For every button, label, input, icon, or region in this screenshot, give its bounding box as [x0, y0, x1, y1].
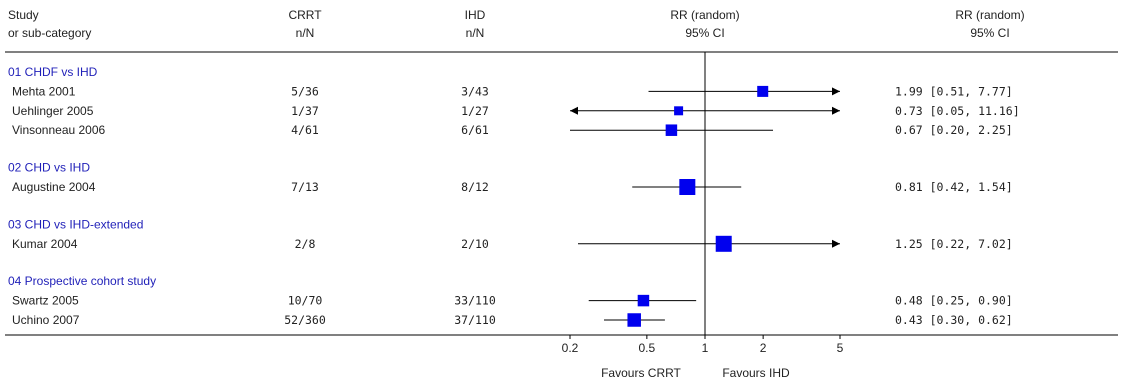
- rr-ci-text: 0.67 [0.20, 2.25]: [895, 123, 1013, 137]
- ci-arrow-right: [832, 106, 840, 115]
- ihd-events: 6/61: [461, 123, 489, 137]
- ci-arrow-right: [832, 239, 840, 248]
- crrt-events: 7/13: [291, 180, 319, 194]
- study-name: Kumar 2004: [12, 237, 78, 251]
- study-name: Mehta 2001: [12, 84, 76, 98]
- ci-arrow-right: [832, 87, 840, 96]
- crrt-events: 52/360: [284, 313, 326, 327]
- study-name: Vinsonneau 2006: [12, 123, 106, 137]
- crrt-events: 2/8: [295, 237, 316, 251]
- point-estimate: [674, 106, 684, 116]
- study-name: Uchino 2007: [12, 313, 80, 327]
- ihd-events: 3/43: [461, 84, 489, 98]
- study-name: Augustine 2004: [12, 180, 96, 194]
- header-plot-ci: 95% CI: [685, 26, 724, 40]
- ihd-events: 2/10: [461, 237, 489, 251]
- ihd-events: 1/27: [461, 104, 489, 118]
- ci-arrow-left: [570, 106, 578, 115]
- rr-ci-text: 1.25 [0.22, 7.02]: [895, 237, 1013, 251]
- header-crrt: CRRT: [288, 8, 322, 22]
- ihd-events: 37/110: [454, 313, 496, 327]
- crrt-events: 4/61: [291, 123, 319, 137]
- rr-ci-text: 0.81 [0.42, 1.54]: [895, 180, 1013, 194]
- point-estimate: [637, 294, 650, 307]
- subgroup-label: 01 CHDF vs IHD: [8, 65, 98, 79]
- subgroup-label: 02 CHD vs IHD: [8, 161, 90, 175]
- rr-ci-text: 0.73 [0.05, 11.16]: [895, 104, 1020, 118]
- ihd-events: 8/12: [461, 180, 489, 194]
- point-estimate: [757, 85, 769, 97]
- ihd-events: 33/110: [454, 294, 496, 308]
- favours-right-label: Favours IHD: [722, 366, 790, 380]
- x-tick-label: 2: [760, 341, 767, 355]
- header-rr: RR (random): [955, 8, 1024, 22]
- point-estimate: [627, 313, 641, 327]
- rr-ci-text: 1.99 [0.51, 7.77]: [895, 84, 1013, 98]
- header-ihd: IHD: [465, 8, 486, 22]
- study-name: Uehlinger 2005: [12, 104, 94, 118]
- point-estimate: [679, 179, 696, 195]
- x-tick-label: 5: [837, 341, 844, 355]
- header-ihd-nn: n/N: [466, 26, 485, 40]
- header-crrt-nn: n/N: [296, 26, 315, 40]
- study-name: Swartz 2005: [12, 294, 79, 308]
- rr-ci-text: 0.48 [0.25, 0.90]: [895, 294, 1013, 308]
- header-subcategory: or sub-category: [8, 26, 91, 40]
- crrt-events: 5/36: [291, 84, 319, 98]
- x-tick-label: 0.5: [639, 341, 656, 355]
- header-plot-rr: RR (random): [670, 8, 739, 22]
- study-rows: 01 CHDF vs IHD Mehta 2001 5/36 3/43 1.99 [0.…: [8, 65, 1020, 327]
- favours-left-label: Favours CRRT: [601, 366, 681, 380]
- x-axis: 0.2 0.5 1 2 5: [562, 52, 844, 355]
- subgroup-label: 03 CHD vs IHD-extended: [8, 217, 143, 231]
- header-study: Study: [8, 8, 39, 22]
- x-tick-label: 1: [702, 341, 709, 355]
- crrt-events: 1/37: [291, 104, 319, 118]
- x-tick-label: 0.2: [562, 341, 579, 355]
- crrt-events: 10/70: [288, 294, 323, 308]
- rr-ci-text: 0.43 [0.30, 0.62]: [895, 313, 1013, 327]
- subgroup-label: 04 Prospective cohort study: [8, 274, 156, 288]
- point-estimate: [715, 235, 732, 252]
- point-estimate: [665, 124, 678, 136]
- header-rr-ci: 95% CI: [970, 26, 1009, 40]
